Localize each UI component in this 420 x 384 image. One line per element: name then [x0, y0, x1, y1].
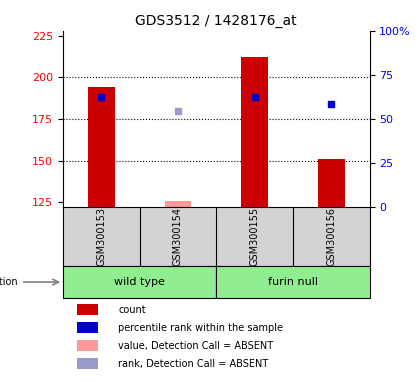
Text: GSM300154: GSM300154 [173, 207, 183, 266]
Bar [77, 304, 98, 315]
Text: count: count [118, 305, 146, 314]
Bar [318, 159, 345, 207]
Bar [88, 88, 115, 207]
Text: rank, Detection Call = ABSENT: rank, Detection Call = ABSENT [118, 359, 268, 369]
Text: furin null: furin null [268, 277, 318, 287]
Bar [165, 201, 192, 207]
Text: GSM300156: GSM300156 [326, 207, 336, 266]
Text: GSM300153: GSM300153 [96, 207, 106, 266]
Text: genotype/variation: genotype/variation [0, 277, 18, 287]
Bar [63, 266, 216, 298]
Text: wild type: wild type [114, 277, 165, 287]
Bar [77, 322, 98, 333]
Text: percentile rank within the sample: percentile rank within the sample [118, 323, 283, 333]
Title: GDS3512 / 1428176_at: GDS3512 / 1428176_at [136, 14, 297, 28]
Bar [241, 57, 268, 207]
Text: GSM300155: GSM300155 [249, 207, 260, 266]
Bar [77, 340, 98, 351]
Bar [216, 266, 370, 298]
Bar [77, 358, 98, 369]
Text: value, Detection Call = ABSENT: value, Detection Call = ABSENT [118, 341, 273, 351]
